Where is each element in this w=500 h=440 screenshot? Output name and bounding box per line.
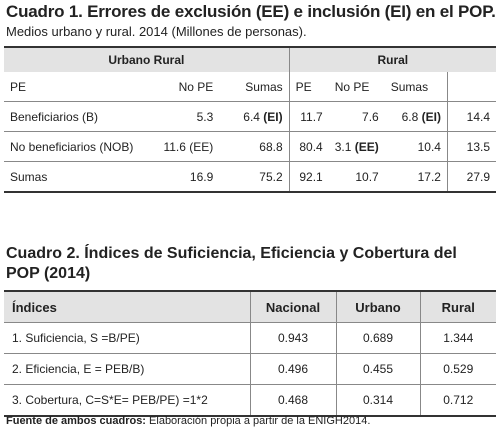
cell: 3.1 (EE) [328,131,385,162]
cuadro1-title: Cuadro 1. Errores de exclusión (EE) e in… [6,2,496,21]
row-label: No beneficiarios (NOB) [4,131,140,162]
cuadro1-column-header-row: PE No PE Sumas PE No PE Sumas [4,72,496,102]
cell: 10.4 [384,131,448,162]
row-label: Beneficiarios (B) [4,101,140,132]
col-header-pe-rural: PE [288,72,329,102]
group-header-urbano-rural: Urbano Rural [4,46,290,72]
col-header-urbano: Urbano [335,290,420,323]
cell-tag: (EI) [263,109,283,124]
col-header-sumas-rural: Sumas [390,79,429,94]
cell: 11.7 [288,101,329,132]
cell: 14.4 [446,101,496,132]
table-row: 2. Eficiencia, E = PEB/B) 0.496 0.455 0.… [4,353,496,385]
col-header-indices: Índices [4,290,250,323]
cell: 0.689 [335,322,420,354]
cuadro1-group-header-row: Urbano Rural Rural [4,46,496,72]
row-label: 3. Cobertura, C=S*E= PEB/PE) =1*2 [4,384,250,417]
cuadro1-table: Urbano Rural Rural PE No PE Sumas PE No … [4,46,496,193]
cell: 0.529 [419,353,496,385]
cuadro1-subtitle: Medios urbano y rural. 2014 (Millones de… [6,24,307,39]
cell: 11.6 (EE) [139,131,220,162]
cell-value: 3.1 [334,139,352,154]
col-header-no-pe: No PE [178,79,214,94]
cuadro2-table: Índices Nacional Urbano Rural 1. Suficie… [4,290,496,417]
cell: 0.455 [335,353,420,385]
source-footnote-label: Fuente de ambos cuadros: [6,415,146,427]
cell: 68.8 [219,131,290,162]
cell: 10.7 [328,161,385,193]
col-header-rural: Rural [419,290,496,323]
col-header-no-pe-rural: No PE [334,79,370,94]
cell: 75.2 [219,161,290,193]
cell: 16.9 [139,161,220,193]
cell: 0.468 [249,384,336,417]
cell: 7.6 [328,101,385,132]
source-footnote-text: Elaboración propia a partir de la ENIGH2… [145,415,371,427]
cell: 27.9 [446,161,496,193]
group-header-rural: Rural [288,46,496,72]
cell: 0.314 [335,384,420,417]
table-row: Sumas 16.9 75.2 92.1 10.7 17.2 27.9 [4,161,496,193]
cell: 5.3 [139,101,220,132]
cell: 0.712 [419,384,496,417]
cell-value: 6.4 [243,109,260,124]
cuadro2-title: Cuadro 2. Índices de Suficiencia, Eficie… [6,245,457,282]
table-row: 3. Cobertura, C=S*E= PEB/PE) =1*2 0.468 … [4,384,496,417]
cell: 92.1 [288,161,329,193]
col-header-blank [446,72,496,102]
cell: 0.943 [249,322,336,354]
cuadro2-header-row: Índices Nacional Urbano Rural [4,290,496,323]
cell-tag: (EE) [354,139,379,154]
table-row: Beneficiarios (B) 5.3 6.4 (EI) 11.7 7.6 … [4,101,496,132]
cell: 6.8 (EI) [384,101,448,132]
col-header-pe: PE [10,79,27,94]
cell: 17.2 [384,161,448,193]
table-row: No beneficiarios (NOB) 11.6 (EE) 68.8 80… [4,131,496,162]
cell: 80.4 [288,131,329,162]
cell: 13.5 [446,131,496,162]
cell: 0.496 [249,353,336,385]
col-header-sumas: Sumas [245,79,283,94]
col-header-nacional: Nacional [249,290,336,323]
cell: 6.4 (EI) [219,101,290,132]
cell-value: 6.8 [401,109,419,124]
table-row: 1. Suficiencia, S =B/PE) 0.943 0.689 1.3… [4,322,496,354]
row-label: Sumas [4,161,140,193]
source-footnote: Fuente de ambos cuadros: Elaboración pro… [6,415,370,427]
row-label: 1. Suficiencia, S =B/PE) [4,322,250,354]
row-label: 2. Eficiencia, E = PEB/B) [4,353,250,385]
cell: 1.344 [419,322,496,354]
cell-tag: (EI) [421,109,441,124]
